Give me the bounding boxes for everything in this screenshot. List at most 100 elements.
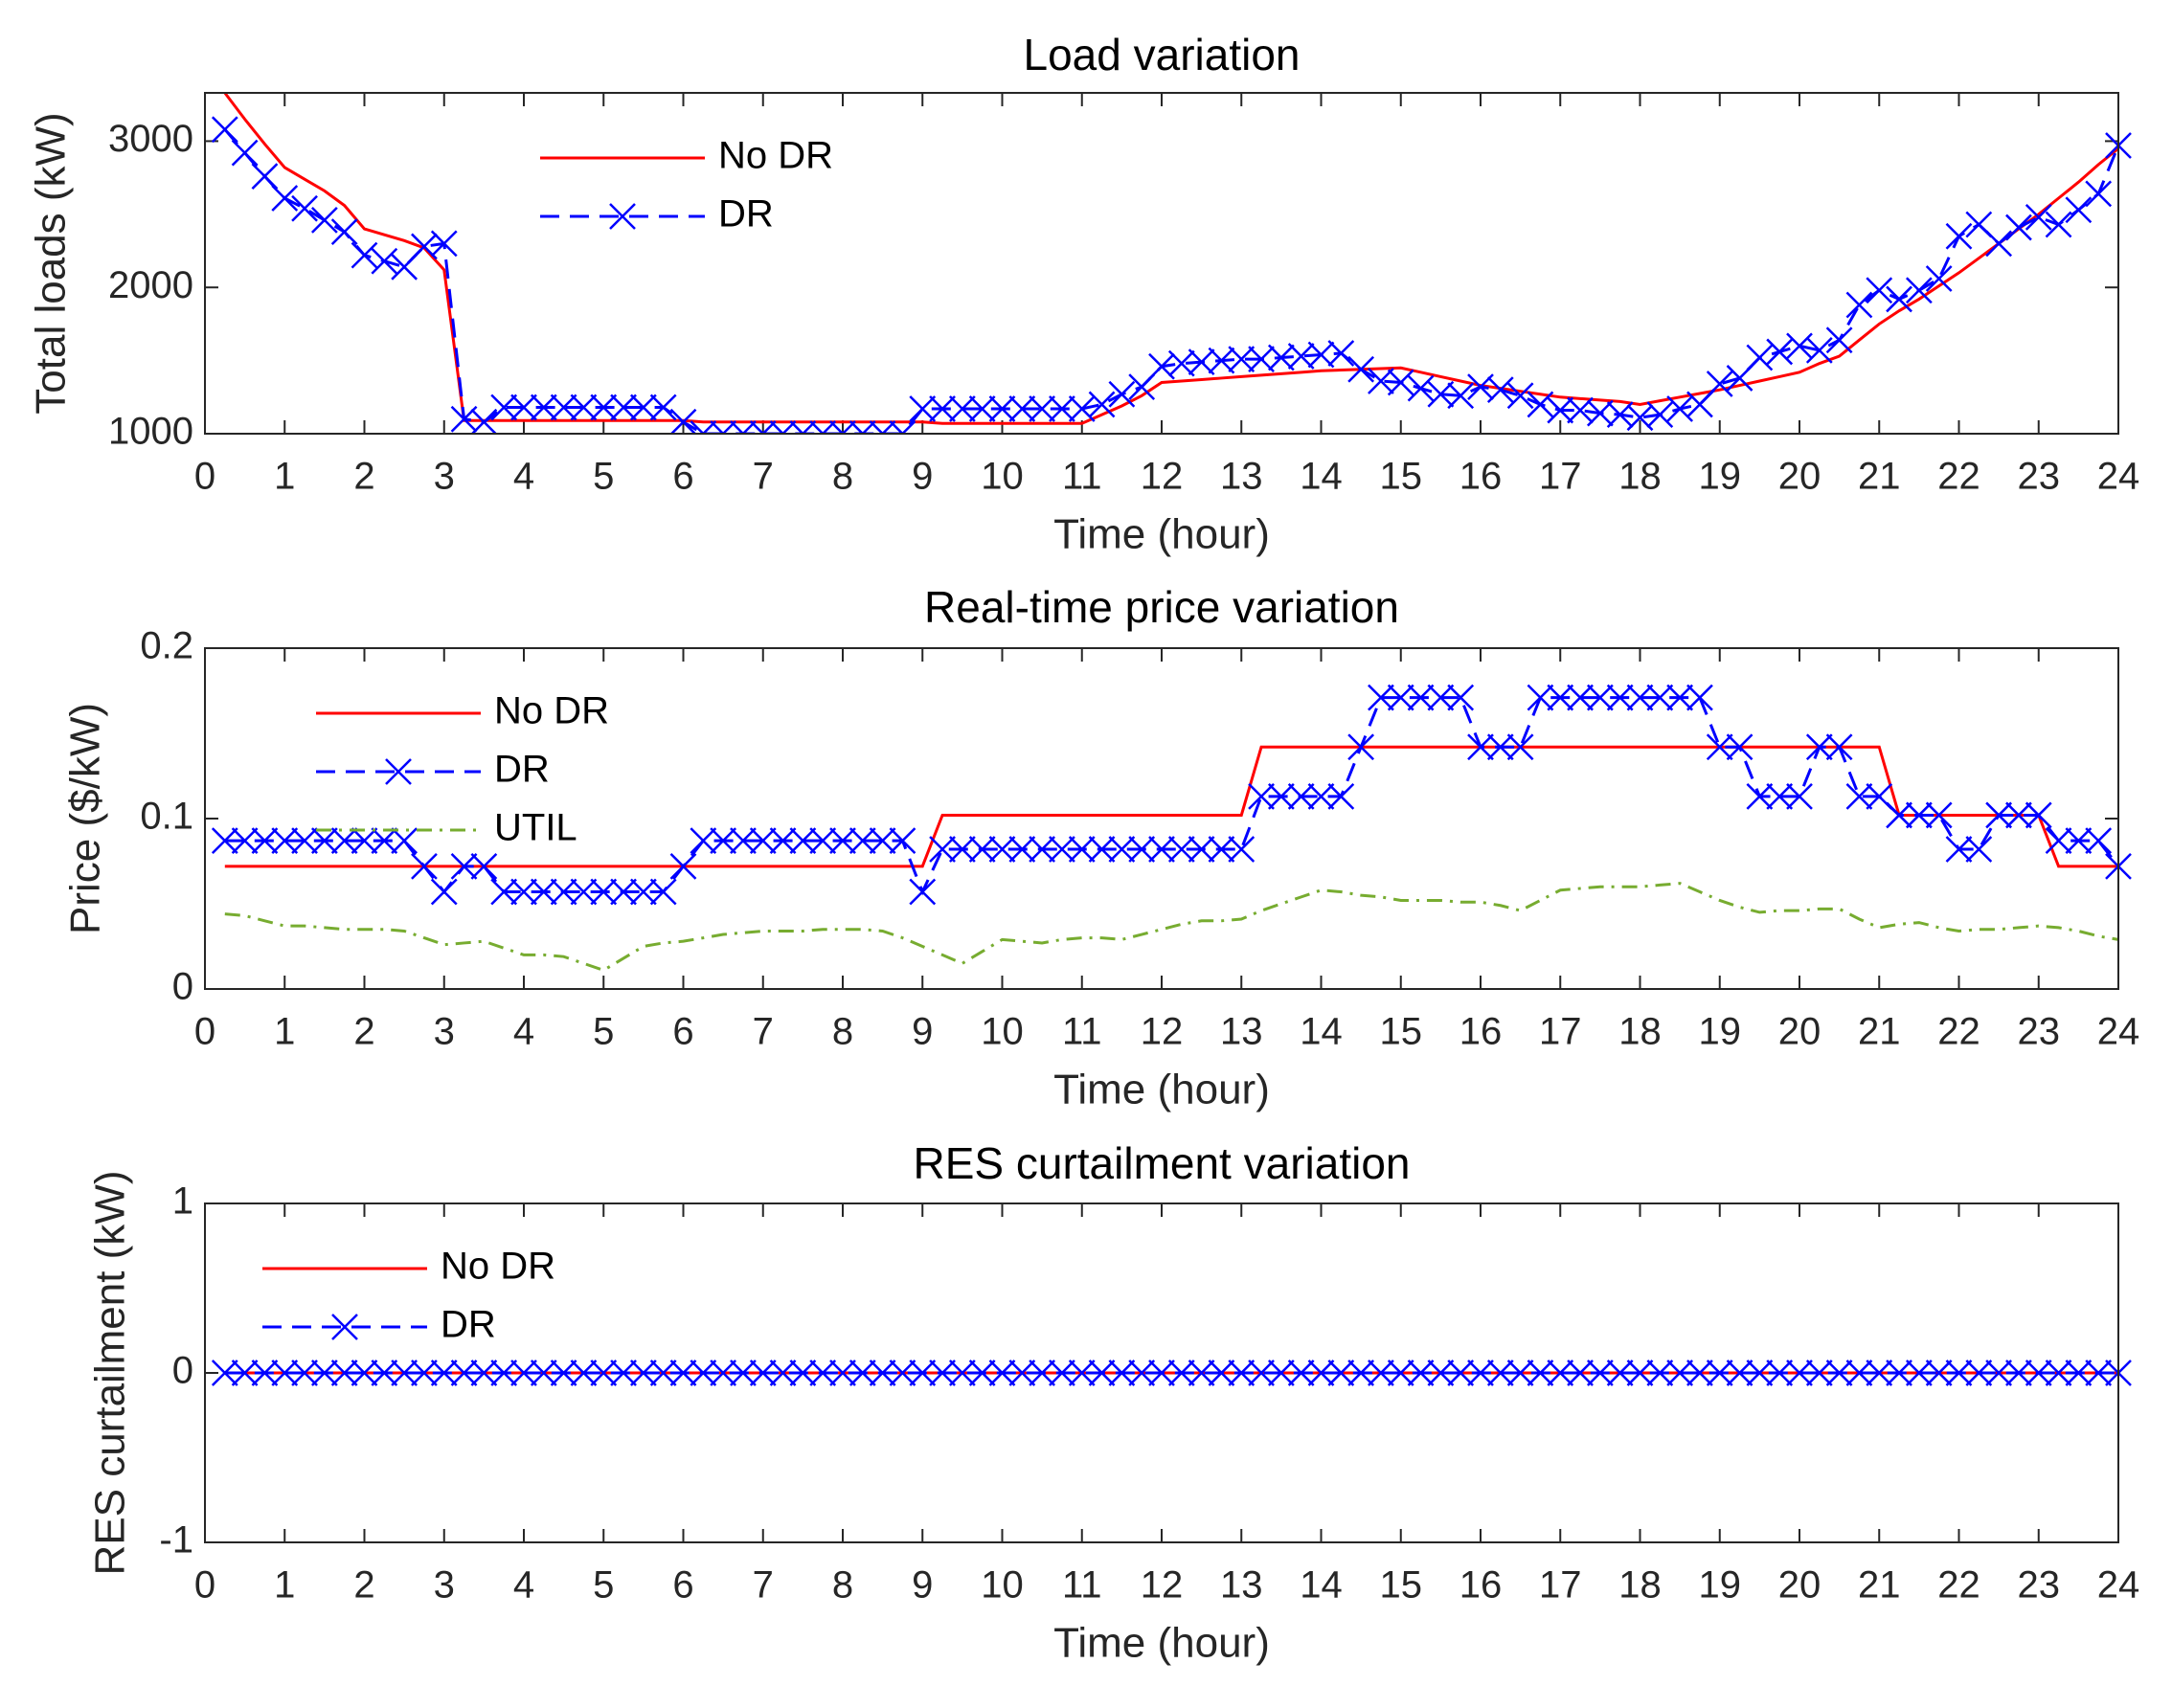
x-tick-label: 22: [1937, 1011, 1980, 1053]
marker: [530, 393, 557, 421]
marker: [330, 827, 358, 855]
marker: [1248, 346, 1275, 372]
marker: [1248, 782, 1275, 810]
marker: [1088, 1360, 1116, 1386]
marker: [1108, 1360, 1136, 1386]
marker: [1626, 684, 1654, 711]
marker: [351, 827, 378, 855]
x-tick-label: 7: [753, 1011, 774, 1053]
marker: [1706, 371, 1733, 397]
marker: [769, 827, 797, 855]
x-tick-label: 0: [194, 456, 215, 498]
marker: [251, 827, 279, 855]
marker: [1188, 348, 1215, 376]
x-tick-label: 13: [1220, 1011, 1263, 1053]
x-tick-label: 24: [2097, 1011, 2140, 1053]
marker: [968, 836, 996, 863]
marker: [988, 395, 1016, 422]
marker: [1686, 1360, 1713, 1386]
marker: [1049, 1360, 1075, 1386]
x-tick-label: 1: [274, 1564, 295, 1607]
axes-box: [204, 647, 2119, 990]
marker: [490, 878, 518, 906]
marker: [829, 1360, 856, 1386]
marker: [988, 1360, 1016, 1386]
marker: [789, 827, 817, 855]
x-tick-label: 22: [1937, 456, 1980, 498]
legend-marker: [385, 758, 412, 785]
x-tick-label: 1: [274, 1011, 295, 1053]
marker: [669, 852, 697, 880]
marker: [1746, 782, 1774, 810]
marker: [1447, 684, 1475, 711]
marker: [1925, 801, 1953, 829]
marker: [1866, 1360, 1893, 1386]
marker: [1387, 684, 1414, 711]
marker: [570, 393, 598, 421]
marker: [988, 836, 1016, 863]
marker: [211, 116, 238, 144]
marker: [1347, 355, 1375, 383]
marker: [310, 207, 338, 234]
marker: [1945, 836, 1973, 863]
x-tick-label: 15: [1380, 456, 1423, 498]
legend-marker: [331, 1314, 358, 1340]
marker: [669, 408, 697, 435]
marker: [869, 827, 896, 855]
marker: [570, 1360, 598, 1386]
x-tick-label: 13: [1220, 1564, 1263, 1607]
marker: [251, 163, 279, 190]
legend-label: DR: [441, 1304, 496, 1346]
axes-box: [204, 1202, 2119, 1543]
marker: [948, 836, 976, 863]
marker: [310, 827, 338, 855]
marker: [1327, 340, 1355, 367]
marker: [330, 218, 358, 246]
marker: [1307, 341, 1335, 369]
x-tick-label: 2: [353, 1564, 374, 1607]
marker: [291, 827, 318, 855]
x-tick-label: 9: [912, 456, 933, 498]
x-tick-label: 16: [1459, 456, 1503, 498]
marker: [649, 393, 677, 421]
marker: [1706, 733, 1733, 761]
marker: [550, 393, 577, 421]
marker: [1965, 1360, 1993, 1386]
marker: [610, 393, 637, 421]
marker: [1886, 1360, 1912, 1386]
marker: [1307, 782, 1335, 810]
x-tick-label: 19: [1699, 1564, 1742, 1607]
marker: [1965, 836, 1993, 863]
marker: [909, 395, 937, 422]
legend-label: No DR: [494, 690, 609, 732]
marker: [1766, 1360, 1794, 1386]
x-tick-label: 10: [981, 1564, 1024, 1607]
x-tick-label: 24: [2097, 1564, 2140, 1607]
marker: [889, 827, 916, 855]
x-tick-label: 23: [2018, 1564, 2061, 1607]
marker: [1586, 399, 1614, 427]
marker: [2025, 1360, 2052, 1386]
marker: [1506, 1360, 1534, 1386]
marker: [291, 194, 318, 222]
marker: [1886, 285, 1912, 313]
marker: [929, 1360, 956, 1386]
marker: [1167, 836, 1195, 863]
marker: [1805, 337, 1833, 364]
marker: [231, 1360, 259, 1386]
marker: [1008, 836, 1036, 863]
marker: [1029, 836, 1056, 863]
marker: [351, 241, 378, 269]
marker: [351, 1360, 378, 1386]
marker: [1407, 684, 1435, 711]
x-tick-label: 7: [753, 456, 774, 498]
marker: [1925, 1360, 1953, 1386]
marker: [1208, 1360, 1235, 1386]
marker: [1267, 344, 1295, 371]
x-tick-label: 5: [593, 456, 614, 498]
marker: [2085, 827, 2113, 855]
marker: [1447, 382, 1475, 410]
marker: [1527, 1360, 1554, 1386]
marker: [1905, 1360, 1933, 1386]
marker: [1467, 1360, 1494, 1386]
